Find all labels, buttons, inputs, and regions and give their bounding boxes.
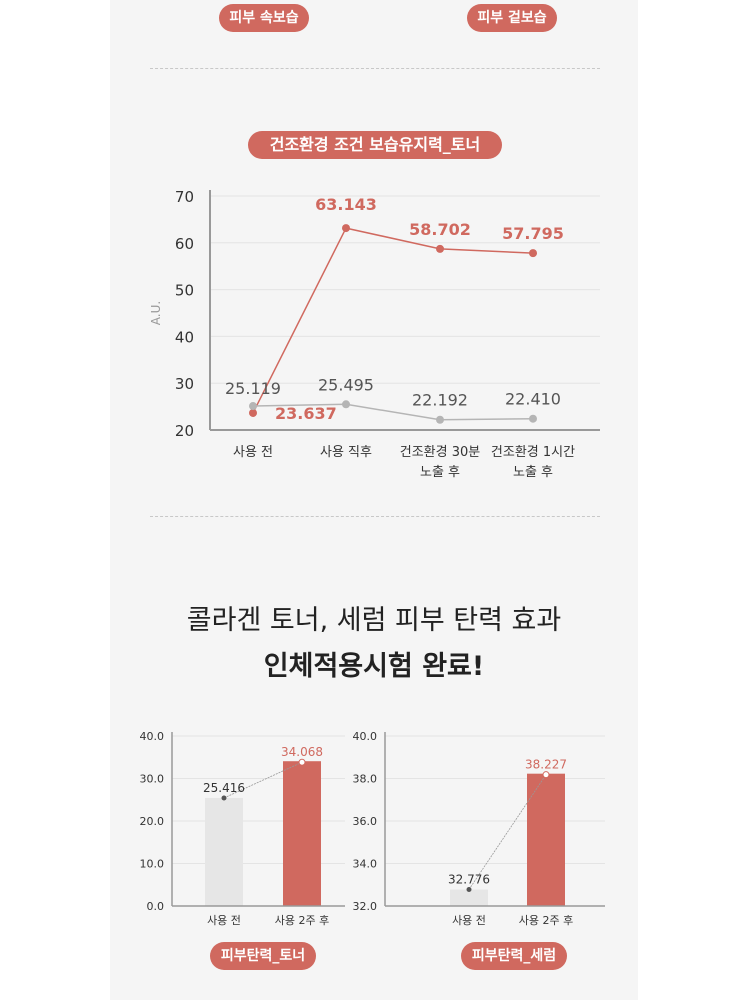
data-label: 38.227 — [525, 758, 567, 772]
line-chart-title: 건조환경 조건 보습유지력_토너 — [248, 131, 502, 159]
y-tick-label: 0.0 — [147, 900, 165, 913]
data-label: 63.143 — [315, 195, 377, 214]
data-point — [249, 408, 257, 417]
series-line-control — [252, 403, 534, 421]
data-point — [542, 771, 550, 779]
y-tick-label: 38.0 — [353, 773, 378, 786]
bar-chart-2-title: 피부탄력_세럼 — [461, 942, 567, 970]
y-tick-label: 60 — [175, 235, 194, 253]
connector-line — [223, 761, 303, 799]
data-label: 25.495 — [318, 375, 374, 394]
x-tick-label: 사용 전 — [233, 445, 273, 460]
x-tick-label: 노출 후 — [513, 465, 553, 480]
data-point — [466, 887, 472, 893]
bar — [283, 761, 321, 906]
bar-chart-1-title: 피부탄력_토너 — [210, 942, 316, 970]
y-tick-label: 50 — [175, 282, 194, 300]
data-point — [249, 402, 257, 411]
y-tick-label: 40 — [175, 328, 194, 346]
y-tick-label: 20.0 — [140, 815, 165, 828]
data-point — [342, 400, 350, 409]
data-point — [529, 414, 537, 423]
x-tick-label: 사용 전 — [207, 914, 241, 927]
y-tick-label: 32.0 — [353, 900, 378, 913]
y-tick-label: 10.0 — [140, 858, 165, 871]
x-tick-label: 노출 후 — [420, 465, 460, 480]
connector-line — [468, 774, 547, 890]
y-axis-label: A.U. — [149, 301, 163, 325]
data-point — [342, 224, 350, 233]
y-tick-label: 40.0 — [140, 730, 165, 743]
data-point — [298, 758, 306, 766]
y-tick-label: 40.0 — [353, 730, 378, 743]
divider — [150, 68, 600, 69]
x-tick-label: 건조환경 30분 — [400, 445, 481, 460]
data-point — [436, 415, 444, 424]
data-label: 34.068 — [281, 745, 323, 759]
bar — [450, 889, 488, 906]
data-label: 25.119 — [225, 379, 281, 398]
series-line-toner — [252, 227, 534, 414]
y-tick-label: 20 — [175, 422, 194, 440]
y-tick-label: 30 — [175, 375, 194, 393]
x-tick-label: 건조환경 1시간 — [491, 445, 575, 460]
y-tick-label: 34.0 — [353, 858, 378, 871]
divider — [150, 516, 600, 517]
badge-outer-moisture: 피부 겉보습 — [467, 4, 557, 32]
data-label: 22.410 — [505, 390, 561, 409]
badge-inner-moisture: 피부 속보습 — [219, 4, 309, 32]
x-tick-label: 사용 전 — [452, 914, 486, 927]
data-point — [529, 249, 537, 258]
data-point — [221, 795, 227, 801]
data-point — [436, 244, 444, 253]
headline-line1: 콜라겐 토너, 세럼 피부 탄력 효과 — [186, 605, 562, 636]
data-label: 22.192 — [412, 391, 468, 410]
headline-line2: 인체적용시험 완료! — [263, 651, 485, 682]
data-label: 23.637 — [275, 404, 337, 423]
y-tick-label: 70 — [175, 188, 194, 206]
y-tick-label: 30.0 — [140, 773, 165, 786]
x-tick-label: 사용 2주 후 — [519, 914, 573, 927]
bar — [205, 797, 243, 906]
y-tick-label: 36.0 — [353, 815, 378, 828]
bar — [527, 773, 565, 906]
x-tick-label: 사용 직후 — [320, 445, 372, 460]
data-label: 58.702 — [409, 220, 471, 239]
data-label: 57.795 — [502, 224, 564, 243]
data-label: 32.776 — [448, 873, 490, 887]
x-tick-label: 사용 2주 후 — [275, 914, 329, 927]
data-label: 25.416 — [203, 781, 245, 795]
